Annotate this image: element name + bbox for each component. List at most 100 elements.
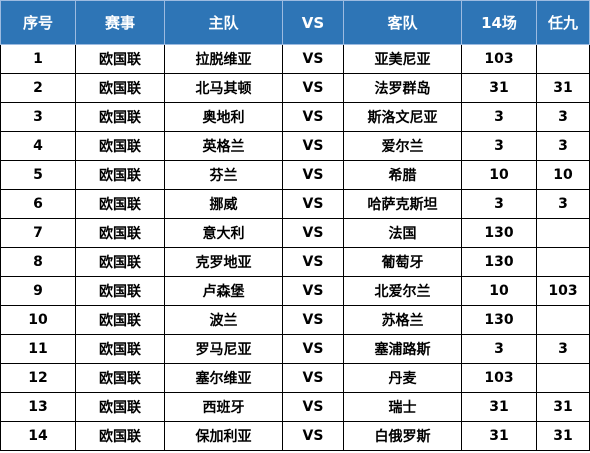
table-row: 8 欧国联 克罗地亚 VS 葡萄牙 130 xyxy=(0,247,590,277)
header-event: 赛事 xyxy=(75,0,165,45)
cell-r9 xyxy=(536,218,590,248)
cell-event: 欧国联 xyxy=(75,363,165,393)
cell-r9: 3 xyxy=(536,334,590,364)
cell-away: 丹麦 xyxy=(343,363,462,393)
cell-event: 欧国联 xyxy=(75,160,165,190)
cell-14: 3 xyxy=(461,102,537,132)
cell-home: 波兰 xyxy=(164,305,283,335)
cell-seq: 9 xyxy=(0,276,76,306)
header-row: 序号 赛事 主队 VS 客队 14场 任九 xyxy=(0,0,590,45)
cell-vs: VS xyxy=(282,218,344,248)
cell-14: 31 xyxy=(461,73,537,103)
cell-14: 3 xyxy=(461,189,537,219)
cell-home: 英格兰 xyxy=(164,131,283,161)
cell-home: 罗马尼亚 xyxy=(164,334,283,364)
cell-home: 西班牙 xyxy=(164,392,283,422)
cell-event: 欧国联 xyxy=(75,334,165,364)
cell-away: 斯洛文尼亚 xyxy=(343,102,462,132)
cell-14: 130 xyxy=(461,247,537,277)
cell-vs: VS xyxy=(282,276,344,306)
cell-vs: VS xyxy=(282,247,344,277)
cell-r9: 3 xyxy=(536,189,590,219)
header-14: 14场 xyxy=(461,0,537,45)
cell-14: 3 xyxy=(461,334,537,364)
cell-seq: 2 xyxy=(0,73,76,103)
cell-seq: 1 xyxy=(0,44,76,74)
cell-vs: VS xyxy=(282,334,344,364)
cell-home: 保加利亚 xyxy=(164,421,283,451)
header-r9: 任九 xyxy=(536,0,590,45)
cell-home: 卢森堡 xyxy=(164,276,283,306)
cell-14: 10 xyxy=(461,276,537,306)
cell-away: 北爱尔兰 xyxy=(343,276,462,306)
cell-14: 31 xyxy=(461,421,537,451)
table-row: 3 欧国联 奥地利 VS 斯洛文尼亚 3 3 xyxy=(0,102,590,132)
table-row: 12 欧国联 塞尔维亚 VS 丹麦 103 xyxy=(0,363,590,393)
cell-away: 白俄罗斯 xyxy=(343,421,462,451)
cell-event: 欧国联 xyxy=(75,392,165,422)
cell-home: 克罗地亚 xyxy=(164,247,283,277)
cell-away: 苏格兰 xyxy=(343,305,462,335)
cell-vs: VS xyxy=(282,363,344,393)
cell-seq: 7 xyxy=(0,218,76,248)
cell-r9 xyxy=(536,44,590,74)
cell-seq: 4 xyxy=(0,131,76,161)
cell-r9 xyxy=(536,247,590,277)
header-vs: VS xyxy=(282,0,344,45)
cell-away: 哈萨克斯坦 xyxy=(343,189,462,219)
cell-seq: 13 xyxy=(0,392,76,422)
cell-seq: 11 xyxy=(0,334,76,364)
cell-14: 103 xyxy=(461,363,537,393)
table-row: 7 欧国联 意大利 VS 法国 130 xyxy=(0,218,590,248)
table-row: 9 欧国联 卢森堡 VS 北爱尔兰 10 103 xyxy=(0,276,590,306)
cell-14: 130 xyxy=(461,305,537,335)
cell-r9: 31 xyxy=(536,421,590,451)
cell-r9: 10 xyxy=(536,160,590,190)
cell-seq: 12 xyxy=(0,363,76,393)
table-row: 6 欧国联 挪威 VS 哈萨克斯坦 3 3 xyxy=(0,189,590,219)
cell-r9: 103 xyxy=(536,276,590,306)
cell-vs: VS xyxy=(282,421,344,451)
cell-away: 瑞士 xyxy=(343,392,462,422)
cell-event: 欧国联 xyxy=(75,218,165,248)
cell-vs: VS xyxy=(282,73,344,103)
cell-14: 130 xyxy=(461,218,537,248)
table-row: 1 欧国联 拉脱维亚 VS 亚美尼亚 103 xyxy=(0,44,590,74)
cell-home: 芬兰 xyxy=(164,160,283,190)
cell-event: 欧国联 xyxy=(75,247,165,277)
cell-vs: VS xyxy=(282,189,344,219)
cell-seq: 14 xyxy=(0,421,76,451)
cell-event: 欧国联 xyxy=(75,421,165,451)
cell-seq: 8 xyxy=(0,247,76,277)
cell-event: 欧国联 xyxy=(75,73,165,103)
table-row: 10 欧国联 波兰 VS 苏格兰 130 xyxy=(0,305,590,335)
cell-seq: 5 xyxy=(0,160,76,190)
cell-seq: 3 xyxy=(0,102,76,132)
cell-r9: 31 xyxy=(536,392,590,422)
cell-home: 拉脱维亚 xyxy=(164,44,283,74)
cell-14: 10 xyxy=(461,160,537,190)
cell-vs: VS xyxy=(282,305,344,335)
cell-seq: 6 xyxy=(0,189,76,219)
header-home: 主队 xyxy=(164,0,283,45)
cell-away: 法罗群岛 xyxy=(343,73,462,103)
cell-away: 爱尔兰 xyxy=(343,131,462,161)
cell-14: 103 xyxy=(461,44,537,74)
cell-event: 欧国联 xyxy=(75,305,165,335)
table-row: 5 欧国联 芬兰 VS 希腊 10 10 xyxy=(0,160,590,190)
cell-14: 31 xyxy=(461,392,537,422)
header-seq: 序号 xyxy=(0,0,76,45)
header-away: 客队 xyxy=(343,0,462,45)
cell-r9: 3 xyxy=(536,131,590,161)
cell-home: 意大利 xyxy=(164,218,283,248)
cell-away: 亚美尼亚 xyxy=(343,44,462,74)
cell-vs: VS xyxy=(282,131,344,161)
cell-event: 欧国联 xyxy=(75,276,165,306)
cell-vs: VS xyxy=(282,102,344,132)
cell-r9 xyxy=(536,305,590,335)
cell-vs: VS xyxy=(282,44,344,74)
table-row: 4 欧国联 英格兰 VS 爱尔兰 3 3 xyxy=(0,131,590,161)
table-row: 11 欧国联 罗马尼亚 VS 塞浦路斯 3 3 xyxy=(0,334,590,364)
cell-event: 欧国联 xyxy=(75,189,165,219)
